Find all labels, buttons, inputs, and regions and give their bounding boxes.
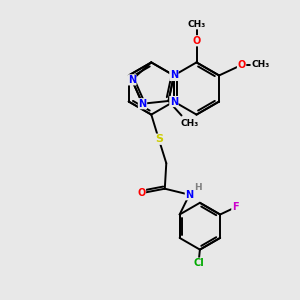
Text: F: F [232,202,238,212]
Text: N: N [139,99,147,109]
Text: CH₃: CH₃ [251,61,269,70]
Text: Cl: Cl [193,258,204,268]
Text: O: O [192,36,201,46]
Text: N: N [128,75,136,85]
Text: N: N [170,70,178,80]
Text: N: N [185,190,194,200]
Text: O: O [238,60,246,70]
Text: O: O [137,188,146,198]
Text: N: N [170,97,178,106]
Text: H: H [195,183,202,192]
Text: CH₃: CH₃ [188,20,206,29]
Text: CH₃: CH₃ [180,119,198,128]
Text: S: S [155,134,163,144]
